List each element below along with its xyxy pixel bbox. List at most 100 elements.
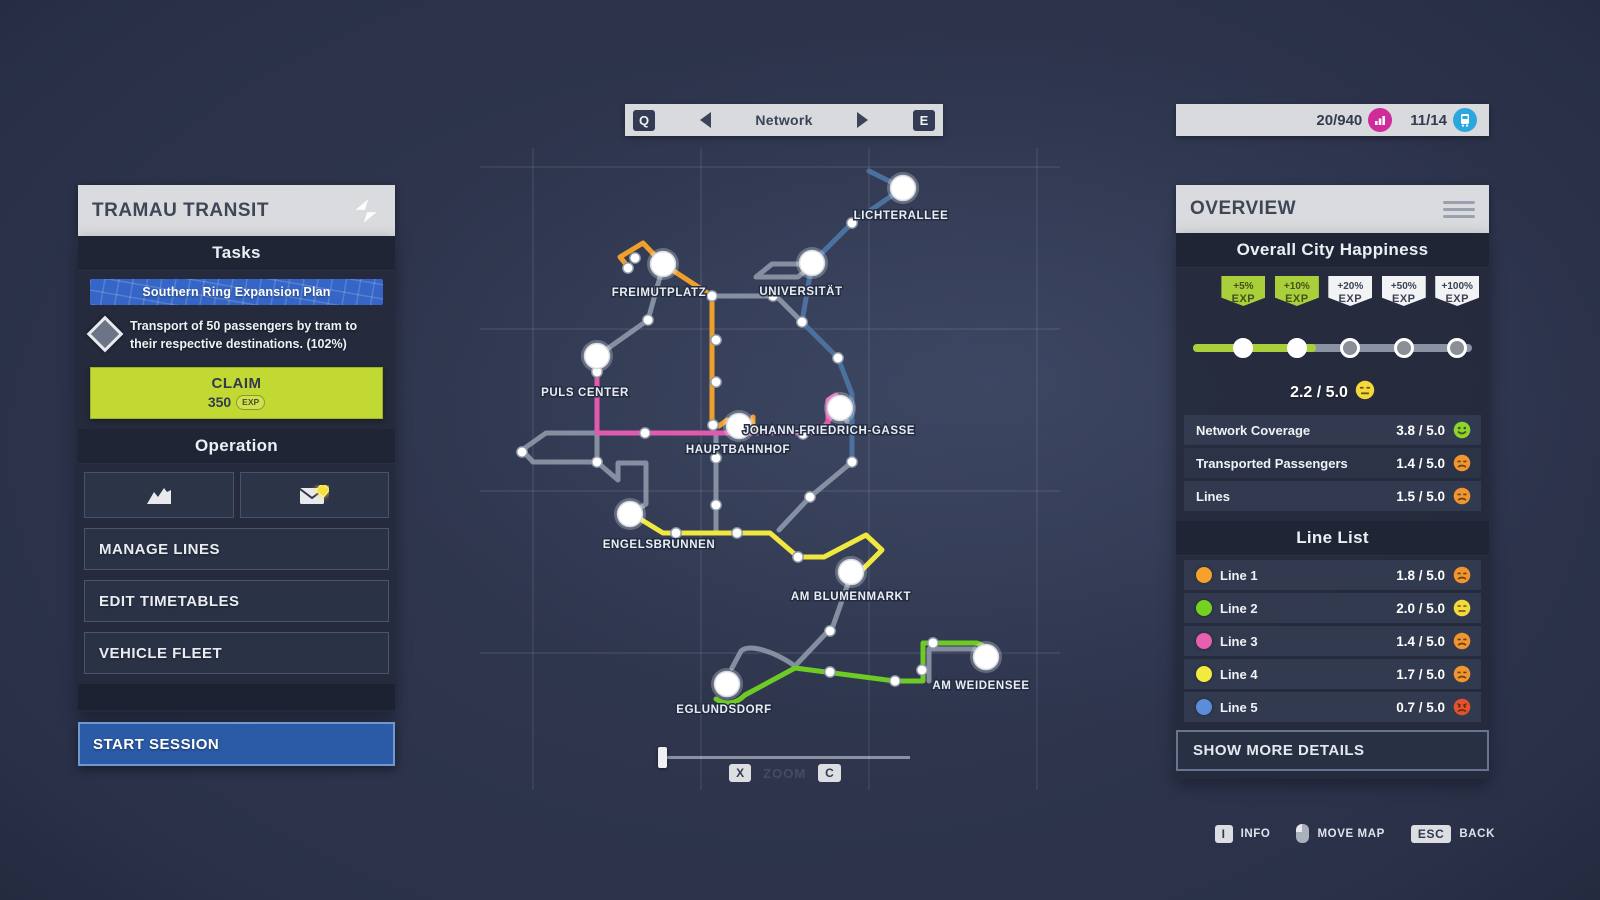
milestone-knob — [1447, 338, 1468, 358]
minor-station[interactable] — [516, 446, 528, 458]
line-name: Line 4 — [1220, 666, 1258, 682]
tram-icon — [1453, 108, 1477, 132]
minor-station[interactable] — [927, 637, 939, 649]
stat-value: 1.5 / 5.0 — [1396, 488, 1445, 504]
prev-view-arrow-icon[interactable] — [699, 112, 711, 128]
minor-station[interactable] — [792, 551, 804, 563]
menu-button-vehicle-fleet[interactable]: VEHICLE FLEET — [84, 632, 389, 675]
minor-station[interactable] — [639, 427, 651, 439]
station-puls-center[interactable] — [583, 342, 611, 370]
happy-face-icon — [1453, 421, 1471, 439]
line-name: Line 2 — [1220, 600, 1258, 616]
minor-station[interactable] — [824, 666, 836, 678]
sad-face-icon — [1453, 632, 1471, 650]
station-label: ENGELSBRUNNEN — [603, 539, 716, 551]
map-line-2 — [713, 640, 990, 706]
minor-station[interactable] — [670, 527, 682, 539]
minor-station[interactable] — [707, 419, 719, 431]
major-stations — [581, 172, 1002, 700]
station-lichterallee[interactable] — [889, 174, 917, 202]
minor-station[interactable] — [796, 316, 808, 328]
station-universität[interactable] — [798, 249, 826, 277]
company-panel: TRAMAU TRANSIT Tasks Southern Ring Expan… — [78, 185, 395, 713]
menu-button-edit-timetables[interactable]: EDIT TIMETABLES — [84, 580, 389, 623]
key-x-badge: X — [729, 764, 752, 782]
line-row[interactable]: Line 1 1.8 / 5.0 — [1184, 560, 1481, 590]
start-session-button[interactable]: START SESSION — [78, 722, 395, 766]
stat-row: Transported Passengers 1.4 / 5.0 — [1184, 448, 1481, 478]
line-score: 1.4 / 5.0 — [1396, 633, 1445, 649]
minor-station[interactable] — [846, 456, 858, 468]
zoom-slider-track[interactable] — [660, 756, 910, 759]
hint-label: INFO — [1240, 827, 1271, 840]
key-q-badge: Q — [633, 109, 656, 131]
happiness-track-fill — [1192, 344, 1316, 352]
key-esc-badge: ESC — [1410, 824, 1452, 843]
menu-icon[interactable] — [1443, 200, 1475, 218]
happiness-track — [1192, 344, 1473, 352]
minor-station[interactable] — [706, 290, 718, 302]
minor-station[interactable] — [797, 428, 809, 440]
line-name: Line 3 — [1220, 633, 1258, 649]
stat-label: Transported Passengers — [1196, 455, 1348, 471]
zoom-slider-handle[interactable] — [658, 747, 667, 768]
line-row[interactable]: Line 5 0.7 / 5.0 — [1184, 692, 1481, 722]
resource-value: 20/940 — [1316, 111, 1363, 129]
minor-station[interactable] — [889, 675, 901, 687]
station-label: UNIVERSITÄT — [759, 285, 842, 298]
resource-counter: 11/14 — [1410, 108, 1477, 132]
menu-button-manage-lines[interactable]: MANAGE LINES — [84, 528, 389, 571]
line-score: 0.7 / 5.0 — [1396, 699, 1445, 715]
station-eglundsdorf[interactable] — [713, 670, 741, 698]
line-row[interactable]: Line 3 1.4 / 5.0 — [1184, 626, 1481, 656]
station-freimutplatz[interactable] — [649, 250, 677, 278]
minor-station[interactable] — [642, 314, 654, 326]
finances-button[interactable] — [84, 472, 234, 519]
transit-map[interactable]: LICHTERALLEE UNIVERSITÄT FREIMUTPLATZ PULS … — [480, 148, 1060, 790]
station-johann-friedrich-gasse[interactable] — [826, 394, 854, 422]
minor-station[interactable] — [710, 334, 722, 346]
minor-station[interactable] — [846, 217, 858, 229]
line-row[interactable]: Line 4 1.7 / 5.0 — [1184, 659, 1481, 689]
line-color-icon — [1196, 600, 1212, 616]
milestone-knob — [1393, 338, 1414, 358]
minor-station[interactable] — [731, 527, 743, 539]
minor-station[interactable] — [591, 456, 603, 468]
station-am-blumenmarkt[interactable] — [837, 558, 865, 586]
show-more-details-button[interactable]: SHOW MORE DETAILS — [1176, 730, 1489, 771]
station-engelsbrunnen[interactable] — [616, 500, 644, 528]
minor-station[interactable] — [710, 452, 722, 464]
minor-station[interactable] — [629, 252, 641, 264]
minor-station[interactable] — [824, 625, 836, 637]
station-hauptbahnhof[interactable] — [725, 412, 753, 440]
task-banner[interactable]: Southern Ring Expansion Plan — [90, 279, 383, 305]
hint-move-map: MOVE MAP — [1296, 824, 1384, 843]
next-view-arrow-icon[interactable] — [857, 112, 869, 128]
happiness-score: 2.2 / 5.0 — [1290, 383, 1348, 401]
operation-section-header: Operation — [78, 429, 395, 465]
line-name: Line 1 — [1220, 567, 1258, 583]
minor-station[interactable] — [622, 262, 634, 274]
bar-chart-icon — [1368, 108, 1393, 132]
happiness-progress: +5% EXP +10% EXP +20% EXP +50% EXP +100% EXP — [1184, 272, 1481, 376]
minor-station[interactable] — [832, 352, 844, 364]
minor-station[interactable] — [710, 499, 722, 511]
minor-station[interactable] — [804, 491, 816, 503]
messages-button[interactable] — [239, 472, 389, 519]
exp-milestone-pin: +20% EXP — [1328, 276, 1373, 306]
minor-station[interactable] — [767, 290, 779, 302]
company-header: TRAMAU TRANSIT — [78, 185, 395, 236]
claim-button[interactable]: CLAIM 350 EXP — [90, 367, 383, 420]
station-am-weidensee[interactable] — [972, 643, 1000, 671]
key-c-badge: C — [818, 764, 841, 782]
view-switcher: Q Network E — [625, 104, 943, 136]
hint-label: BACK — [1459, 827, 1495, 840]
area-chart-icon — [146, 488, 171, 505]
map-zoom-slider[interactable] — [658, 746, 910, 770]
minor-station[interactable] — [916, 664, 928, 676]
minor-station[interactable] — [710, 376, 722, 388]
task-description: Transport of 50 passengers by tram to th… — [130, 319, 358, 352]
tasks-section-header: Tasks — [78, 236, 395, 271]
line-row[interactable]: Line 2 2.0 / 5.0 — [1184, 593, 1481, 623]
exp-milestone-pin: +5% EXP — [1221, 276, 1266, 306]
